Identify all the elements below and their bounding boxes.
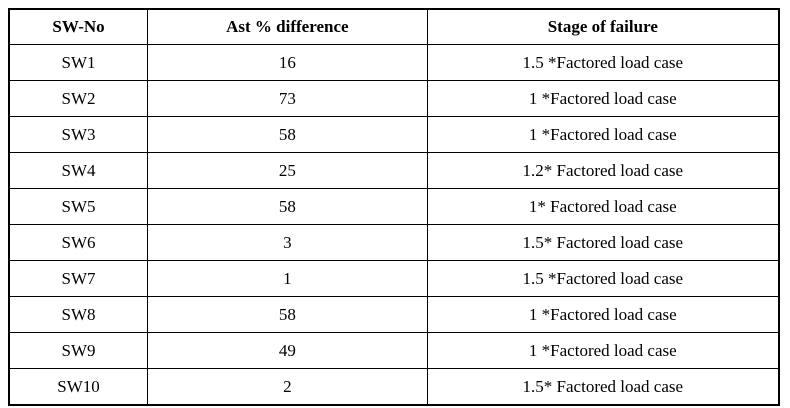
ast-diff-cell: 3 bbox=[147, 224, 428, 261]
ast-diff-cell: 16 bbox=[147, 44, 428, 81]
failure-table-container: SW-No Ast % difference Stage of failure … bbox=[8, 8, 780, 406]
stage-cell: 1 *Factored load case bbox=[426, 80, 780, 117]
sw-no-cell: SW2 bbox=[8, 80, 149, 117]
stage-cell: 1.5 *Factored load case bbox=[426, 260, 780, 297]
stage-cell: 1 *Factored load case bbox=[426, 332, 780, 369]
ast-diff-cell: 25 bbox=[147, 152, 428, 189]
sw-no-cell: SW5 bbox=[8, 188, 149, 225]
ast-diff-cell: 58 bbox=[147, 188, 428, 225]
header-stage-of-failure: Stage of failure bbox=[426, 8, 780, 45]
table-row: SW4 25 1.2* Factored load case bbox=[8, 152, 780, 189]
stage-cell: 1 *Factored load case bbox=[426, 296, 780, 333]
header-row: SW-No Ast % difference Stage of failure bbox=[8, 8, 780, 45]
stage-cell: 1.2* Factored load case bbox=[426, 152, 780, 189]
ast-diff-cell: 58 bbox=[147, 116, 428, 153]
sw-no-cell: SW1 bbox=[8, 44, 149, 81]
table-row: SW6 3 1.5* Factored load case bbox=[8, 224, 780, 261]
sw-no-cell: SW3 bbox=[8, 116, 149, 153]
header-sw-no: SW-No bbox=[8, 8, 149, 45]
sw-no-cell: SW7 bbox=[8, 260, 149, 297]
stage-cell: 1.5* Factored load case bbox=[426, 368, 780, 406]
sw-no-cell: SW4 bbox=[8, 152, 149, 189]
table-body: SW1 16 1.5 *Factored load case SW2 73 1 *Fact… bbox=[8, 44, 780, 406]
ast-diff-cell: 1 bbox=[147, 260, 428, 297]
ast-diff-cell: 58 bbox=[147, 296, 428, 333]
table-row: SW3 58 1 *Factored load case bbox=[8, 116, 780, 153]
stage-cell: 1* Factored load case bbox=[426, 188, 780, 225]
table-row: SW8 58 1 *Factored load case bbox=[8, 296, 780, 333]
table-header: SW-No Ast % difference Stage of failure bbox=[8, 8, 780, 45]
table-row: SW1 16 1.5 *Factored load case bbox=[8, 44, 780, 81]
ast-diff-cell: 49 bbox=[147, 332, 428, 369]
table-row: SW5 58 1* Factored load case bbox=[8, 188, 780, 225]
table-row: SW7 1 1.5 *Factored load case bbox=[8, 260, 780, 297]
table-row: SW9 49 1 *Factored load case bbox=[8, 332, 780, 369]
stage-cell: 1 *Factored load case bbox=[426, 116, 780, 153]
failure-table: SW-No Ast % difference Stage of failure … bbox=[8, 8, 780, 406]
header-ast-difference: Ast % difference bbox=[147, 8, 428, 45]
table-row: SW10 2 1.5* Factored load case bbox=[8, 368, 780, 406]
ast-diff-cell: 73 bbox=[147, 80, 428, 117]
table-row: SW2 73 1 *Factored load case bbox=[8, 80, 780, 117]
ast-diff-cell: 2 bbox=[147, 368, 428, 406]
sw-no-cell: SW10 bbox=[8, 368, 149, 406]
sw-no-cell: SW9 bbox=[8, 332, 149, 369]
stage-cell: 1.5 *Factored load case bbox=[426, 44, 780, 81]
sw-no-cell: SW8 bbox=[8, 296, 149, 333]
sw-no-cell: SW6 bbox=[8, 224, 149, 261]
stage-cell: 1.5* Factored load case bbox=[426, 224, 780, 261]
